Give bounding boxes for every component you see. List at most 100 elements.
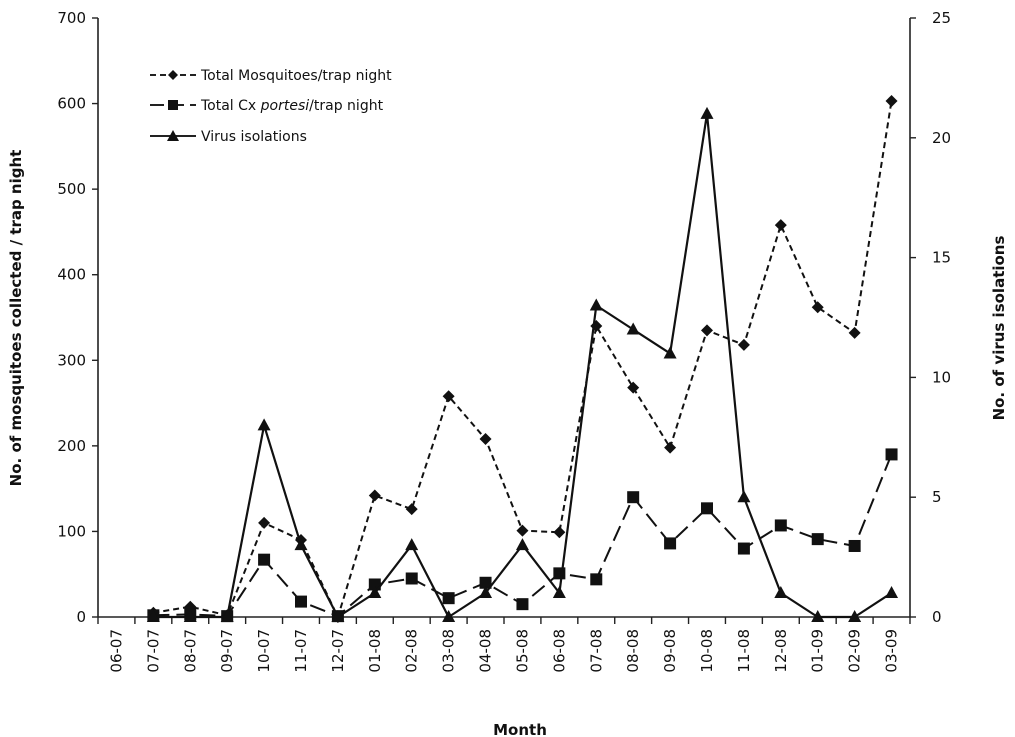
data-point-diamond bbox=[368, 489, 381, 502]
right-y-axis-title: No. of virus isolations bbox=[990, 236, 1008, 421]
left-y-tick-label: 400 bbox=[57, 266, 86, 284]
diamond-marker-icon bbox=[168, 70, 178, 80]
left-y-tick-label: 500 bbox=[57, 180, 86, 198]
data-point-diamond bbox=[405, 503, 418, 516]
right-y-tick-labels: 0 5 10 15 20 25 bbox=[910, 9, 951, 626]
data-point-square bbox=[664, 537, 677, 550]
x-tick-label: 09-07 bbox=[218, 629, 236, 673]
triangle-marker-icon bbox=[167, 130, 179, 141]
data-point-diamond bbox=[479, 433, 492, 446]
x-tick-label: 01-09 bbox=[809, 629, 827, 673]
data-point-triangle bbox=[368, 586, 382, 599]
x-axis-title: Month bbox=[493, 721, 547, 737]
data-point-triangle bbox=[479, 586, 493, 599]
data-point-triangle bbox=[737, 490, 751, 503]
x-tick-label: 12-07 bbox=[329, 629, 347, 673]
x-tick-label: 03-09 bbox=[883, 629, 901, 673]
left-y-tick-label: 300 bbox=[57, 351, 86, 369]
left-y-tick-label: 200 bbox=[57, 437, 86, 455]
legend: Total Mosquitoes/trap night Total Cx por… bbox=[150, 68, 392, 145]
legend-item-virus-isolations: Virus isolations bbox=[150, 129, 307, 145]
legend-label-total-mosquitoes: Total Mosquitoes/trap night bbox=[200, 68, 392, 84]
legend-label-total-cx-portesi: Total Cx portesi/trap night bbox=[200, 98, 384, 114]
x-tick-label: 07-08 bbox=[587, 629, 605, 673]
data-point-triangle bbox=[848, 610, 862, 622]
x-tick-label: 06-08 bbox=[550, 629, 568, 673]
legend-item-total-mosquitoes: Total Mosquitoes/trap night bbox=[150, 68, 392, 84]
x-tick-label: 07-07 bbox=[144, 629, 162, 673]
data-point-triangle bbox=[589, 298, 603, 311]
data-point-diamond bbox=[701, 324, 713, 337]
right-y-tick-label: 15 bbox=[932, 249, 951, 267]
left-y-tick-label: 600 bbox=[57, 95, 86, 113]
x-tick-label: 02-09 bbox=[846, 629, 864, 673]
data-point-triangle bbox=[183, 610, 197, 622]
data-point-triangle bbox=[885, 586, 899, 599]
legend-label-virus-isolations: Virus isolations bbox=[201, 129, 307, 145]
data-point-square bbox=[516, 598, 529, 611]
data-point-triangle bbox=[294, 538, 308, 551]
x-tick-label: 10-07 bbox=[255, 629, 273, 673]
right-y-tick-label: 5 bbox=[932, 488, 942, 506]
data-point-triangle bbox=[257, 418, 271, 431]
data-point-triangle bbox=[552, 586, 566, 599]
square-marker-icon bbox=[168, 100, 178, 110]
data-point-square bbox=[295, 595, 307, 608]
left-y-tick-label: 700 bbox=[57, 9, 86, 27]
legend-item-total-cx-portesi: Total Cx portesi/trap night bbox=[150, 98, 384, 114]
data-point-diamond bbox=[627, 381, 640, 394]
x-tick-label: 08-07 bbox=[181, 629, 199, 673]
data-point-diamond bbox=[258, 516, 271, 529]
right-y-tick-label: 25 bbox=[932, 9, 951, 27]
data-point-square bbox=[405, 572, 418, 585]
series-layer bbox=[146, 95, 899, 623]
left-y-axis-title: No. of mosquitoes collected / trap night bbox=[7, 150, 25, 487]
data-point-triangle bbox=[146, 610, 160, 622]
data-point-diamond bbox=[553, 526, 566, 539]
data-point-triangle bbox=[811, 610, 825, 622]
data-point-triangle bbox=[774, 586, 788, 599]
data-point-diamond bbox=[442, 390, 455, 403]
x-tick-label: 04-08 bbox=[477, 629, 495, 673]
data-point-square bbox=[701, 502, 713, 515]
x-tick-label: 06-07 bbox=[107, 629, 125, 673]
x-tick-label: 01-08 bbox=[366, 629, 384, 673]
x-tick-label: 02-08 bbox=[403, 629, 421, 673]
left-y-tick-labels: 0 100 200 300 400 500 600 700 bbox=[57, 9, 98, 626]
right-y-tick-label: 20 bbox=[932, 129, 951, 147]
x-tick-label: 12-08 bbox=[772, 629, 790, 673]
right-y-tick-label: 10 bbox=[932, 368, 951, 386]
x-tick-label: 11-08 bbox=[735, 629, 753, 673]
data-point-diamond bbox=[664, 441, 677, 454]
data-point-triangle bbox=[663, 346, 677, 359]
right-y-tick-label: 0 bbox=[932, 608, 942, 626]
data-point-triangle bbox=[331, 610, 345, 622]
data-point-diamond bbox=[774, 219, 787, 232]
data-point-square bbox=[258, 553, 271, 566]
data-point-triangle bbox=[405, 538, 419, 551]
data-point-square bbox=[627, 491, 640, 504]
data-point-square bbox=[442, 592, 455, 605]
left-y-tick-label: 0 bbox=[76, 608, 86, 626]
left-y-tick-label: 100 bbox=[57, 522, 86, 540]
data-point-triangle bbox=[220, 610, 234, 622]
data-point-triangle bbox=[442, 610, 456, 622]
data-point-diamond bbox=[848, 326, 861, 339]
x-tick-label: 08-08 bbox=[624, 629, 642, 673]
data-point-square bbox=[479, 576, 492, 589]
data-point-triangle bbox=[626, 322, 640, 335]
x-tick-label: 09-08 bbox=[661, 629, 679, 673]
x-tick-label: 10-08 bbox=[698, 629, 716, 673]
x-tick-label: 03-08 bbox=[440, 629, 458, 673]
data-point-triangle bbox=[700, 106, 714, 119]
data-point-square bbox=[885, 448, 898, 461]
x-tick-label: 05-08 bbox=[513, 629, 531, 673]
series-3 bbox=[146, 106, 899, 622]
x-tick-labels: 06-07 07-07 08-07 09-07 10-07 11-07 12-07 01-08… bbox=[97, 617, 911, 673]
x-tick-label: 11-07 bbox=[292, 629, 310, 673]
data-point-square bbox=[811, 533, 824, 546]
data-point-diamond bbox=[516, 524, 529, 537]
data-point-triangle bbox=[515, 538, 529, 551]
data-point-diamond bbox=[737, 338, 750, 351]
